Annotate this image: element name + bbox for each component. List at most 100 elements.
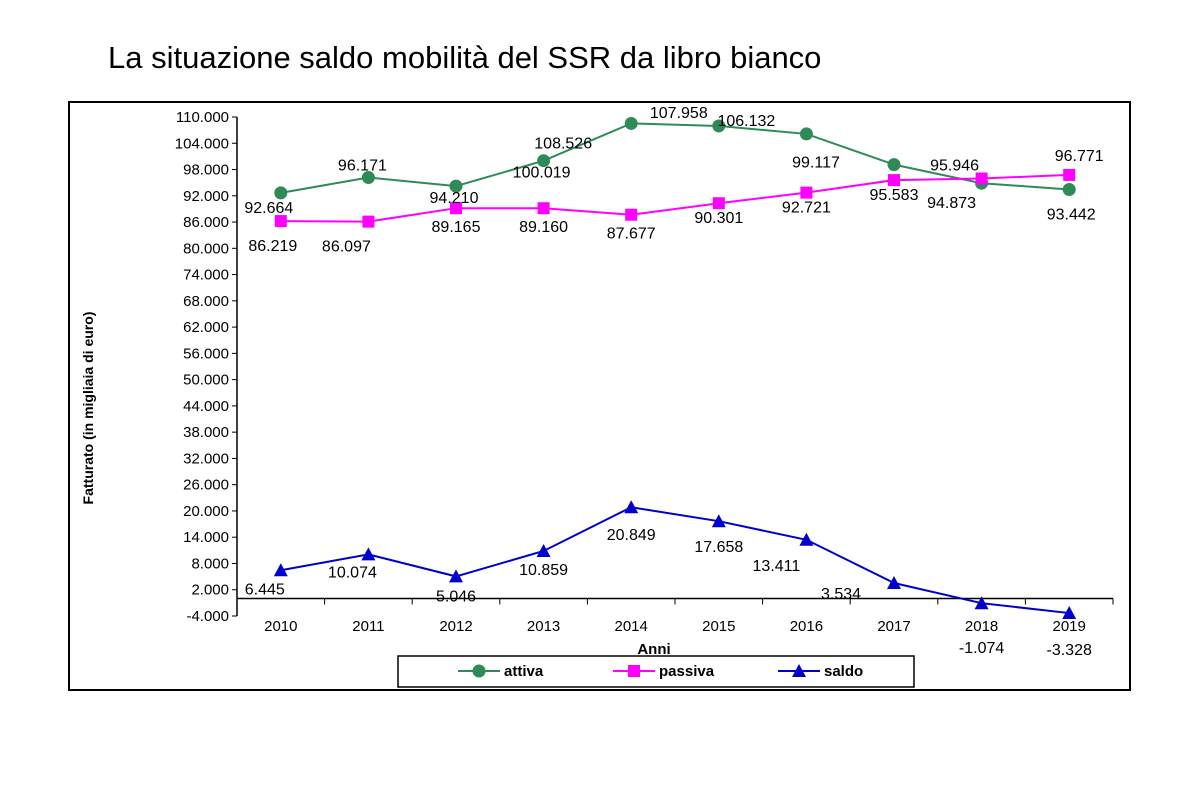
data-point-attiva: [887, 158, 901, 172]
data-label-passiva: 95.946: [930, 158, 979, 175]
data-label-passiva: 89.165: [432, 219, 481, 236]
legend-label-attiva: attiva: [504, 663, 544, 680]
data-label-attiva: 96.171: [338, 158, 387, 175]
y-tick-label: 50.000: [183, 372, 229, 389]
legend-marker-saldo: [792, 664, 806, 677]
data-point-saldo: [449, 569, 463, 583]
data-point-saldo: [361, 547, 376, 561]
y-tick-label: 80.000: [183, 240, 229, 257]
y-tick-label: 32.000: [183, 450, 229, 467]
data-point-passiva: [274, 215, 287, 228]
x-tick-label: 2011: [352, 618, 384, 635]
legend-marker-attiva: [472, 664, 486, 678]
y-tick-label: 56.000: [183, 345, 229, 362]
x-tick-label: 2017: [877, 618, 910, 635]
data-label-saldo: 5.046: [436, 588, 476, 605]
data-point-passiva: [1063, 168, 1076, 181]
y-tick-label: 14.000: [183, 529, 229, 546]
y-tick-label: 104.000: [175, 135, 229, 152]
data-point-attiva: [274, 186, 288, 200]
y-tick-label: -4.000: [186, 608, 229, 625]
y-tick-label: 38.000: [183, 424, 229, 441]
data-label-passiva: 90.301: [694, 210, 743, 227]
x-tick-label: 2014: [615, 618, 648, 635]
data-label-passiva: 95.583: [870, 187, 919, 204]
data-label-saldo: 13.411: [753, 558, 801, 575]
data-point-passiva: [362, 215, 375, 228]
y-tick-label: 86.000: [183, 214, 229, 231]
y-tick-label: 68.000: [183, 293, 229, 310]
legend: attiva passiva saldo: [397, 655, 915, 688]
data-point-attiva: [537, 154, 551, 168]
data-label-attiva: 94.210: [430, 190, 479, 207]
y-tick-label: 74.000: [183, 267, 229, 284]
data-point-saldo: [1062, 606, 1077, 620]
x-tick-label: 2010: [264, 618, 297, 635]
series-markers: [273, 116, 1077, 620]
data-label-attiva: 99.117: [792, 155, 840, 172]
data-label-attiva: 93.442: [1047, 206, 1096, 223]
data-label-attiva: 92.664: [244, 200, 293, 217]
x-axis-label: Anni: [637, 641, 670, 658]
data-point-saldo: [887, 576, 901, 590]
data-label-attiva: 100.019: [513, 165, 571, 182]
data-label-passiva: 87.677: [607, 226, 656, 243]
legend-marker-passiva: [628, 665, 640, 677]
data-label-saldo: -3.328: [1047, 642, 1092, 659]
data-point-saldo: [273, 563, 288, 577]
data-point-passiva: [888, 174, 900, 187]
data-label-saldo: 17.658: [694, 539, 743, 556]
slide-title: La situazione saldo mobilità del SSR da …: [108, 40, 822, 75]
x-tick-label: 2012: [439, 618, 472, 635]
series-lines: [280, 122, 1070, 615]
chart-frame: [68, 101, 1131, 691]
data-point-passiva: [537, 202, 550, 215]
data-label-saldo: 3.534: [821, 586, 861, 603]
y-tick-label: 20.000: [183, 503, 229, 520]
y-tick-label: 62.000: [183, 319, 229, 336]
data-label-saldo: 20.849: [607, 527, 656, 544]
data-label-saldo: -1.074: [959, 640, 1004, 657]
data-point-saldo: [624, 500, 639, 514]
data-label-attiva: 107.958: [650, 105, 708, 122]
data-point-saldo: [536, 543, 551, 557]
legend-label-passiva: passiva: [659, 663, 715, 680]
data-label-passiva: 96.771: [1055, 148, 1104, 165]
y-tick-label: 26.000: [183, 477, 229, 494]
data-label-attiva: 106.132: [717, 113, 775, 130]
x-axis-ticks: 2010 2011 2012 2013 2014 2015 2016 2017 2018 2019: [236, 598, 1114, 635]
data-point-attiva: [712, 119, 726, 133]
data-label-passiva: 86.219: [248, 238, 297, 255]
y-tick-label: 44.000: [183, 398, 229, 415]
data-point-attiva: [624, 116, 638, 130]
x-tick-label: 2016: [790, 618, 823, 635]
y-tick-label: 8.000: [191, 555, 229, 572]
legend-label-saldo: saldo: [824, 663, 863, 680]
data-label-saldo: 10.859: [519, 562, 568, 579]
x-tick-label: 2018: [965, 618, 998, 635]
data-point-attiva: [449, 179, 463, 193]
series-line-attiva: [280, 122, 1070, 194]
x-tick-label: 2019: [1053, 618, 1086, 635]
data-label-attiva: 108.526: [534, 135, 592, 152]
y-tick-label: 2.000: [191, 582, 229, 599]
series-line-passiva: [280, 173, 1070, 223]
data-label-saldo: 10.074: [328, 564, 377, 581]
y-tick-label: 98.000: [183, 162, 229, 179]
data-label-passiva: 92.721: [782, 200, 831, 217]
data-label-passiva: 86.097: [322, 239, 371, 256]
data-point-attiva: [1062, 182, 1076, 196]
x-tick-label: 2015: [702, 618, 735, 635]
data-point-saldo: [974, 596, 989, 610]
y-axis-ticks: -4.000 2.000 8.000 14.000 20.000 26.000 32.000…: [175, 109, 237, 625]
data-point-saldo: [711, 514, 726, 528]
data-label-passiva: 89.160: [519, 219, 568, 236]
y-axis-label: Fatturato (in migliaia di euro): [80, 312, 96, 505]
data-point-saldo: [799, 532, 814, 546]
data-labels: 92.664 96.171 94.210 100.019 108.526 107.958 1…: [244, 105, 1103, 659]
y-tick-label: 110.000: [176, 109, 229, 126]
data-point-passiva: [800, 186, 813, 199]
data-point-passiva: [975, 172, 988, 185]
x-tick-label: 2013: [527, 618, 560, 635]
